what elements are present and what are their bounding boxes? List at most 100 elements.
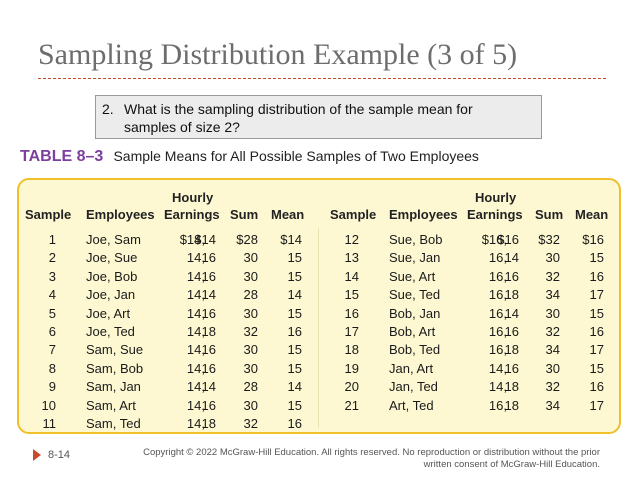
sum-value: 30 (243, 250, 258, 266)
mean-value: 16 (589, 324, 604, 339)
earnings-second: 18 (201, 416, 216, 431)
page-number: 8-14 (48, 449, 71, 461)
sum-value: 34 (545, 397, 560, 413)
earnings-first: 16, (488, 342, 507, 358)
employee-pair: Joe, Ted (86, 324, 135, 339)
earnings-first: 14, (186, 342, 205, 358)
sample-number: 13 (344, 250, 359, 266)
sample-number: 11 (42, 416, 57, 431)
sum-value: 30 (545, 360, 560, 376)
mean-value: 15 (287, 268, 302, 284)
sample-number: 17 (344, 324, 359, 339)
mean-value: 15 (287, 342, 302, 358)
employee-pair: Art, Ted (389, 397, 434, 413)
earnings-second: 14 (201, 287, 216, 303)
earnings-first: 14, (488, 379, 507, 395)
mean-value: 14 (287, 287, 302, 303)
sum-value: 32 (545, 268, 560, 284)
table-panel (17, 178, 621, 434)
earnings-first: 16, (488, 287, 507, 303)
employee-pair: Jan, Ted (389, 379, 438, 395)
mean-value: 15 (589, 250, 604, 266)
sample-number: 7 (48, 342, 56, 358)
earnings-first: 14, (186, 250, 205, 266)
employee-pair: Sam, Ted (86, 416, 141, 431)
sum-value: 32 (545, 379, 560, 395)
header-earnings: Earnings (164, 207, 220, 222)
earnings-first: $16, (481, 232, 507, 247)
employee-pair: Sue, Ted (389, 287, 441, 303)
sample-number: 2 (48, 250, 56, 266)
earnings-first: 14, (186, 397, 205, 413)
earnings-second: 18 (504, 287, 519, 303)
header-sample: Sample (330, 207, 377, 222)
sample-number: 5 (48, 305, 56, 321)
earnings-second: 16 (504, 268, 519, 284)
earnings-first: 16, (488, 268, 507, 284)
sum-value: $28 (236, 232, 258, 247)
title-divider (38, 78, 606, 79)
employee-pair: Sam, Bob (86, 360, 144, 376)
mean-value: 14 (287, 379, 302, 395)
sum-value: 28 (243, 379, 258, 395)
table-caption: TABLE 8–3 Sample Means for All Possible … (20, 148, 479, 166)
earnings-second: $16 (497, 232, 519, 247)
employee-pair: Sam, Sue (86, 342, 144, 358)
table-description: Sample Means for All Possible Samples of… (113, 148, 479, 164)
sum-value: 32 (243, 416, 258, 431)
earnings-first: 16, (488, 324, 507, 339)
sum-value: 30 (545, 250, 560, 266)
earnings-second: 16 (201, 250, 216, 266)
mean-value: 15 (287, 250, 302, 266)
mean-value: 17 (589, 342, 604, 358)
earnings-first: 16, (488, 250, 507, 266)
mean-value: 15 (287, 360, 302, 376)
sum-value: 34 (545, 287, 560, 303)
table-label: TABLE 8–3 (20, 148, 104, 165)
employee-pair: Jan, Art (389, 360, 434, 376)
sample-number: 16 (344, 305, 359, 321)
earnings-first: 14, (186, 379, 205, 395)
sample-number: 21 (344, 397, 359, 413)
earnings-first: 14, (186, 287, 205, 303)
sample-number: 15 (344, 287, 359, 303)
sample-number: 8 (48, 360, 56, 376)
earnings-second: 16 (504, 360, 519, 376)
sample-number: 4 (48, 287, 56, 303)
sum-value: $32 (538, 232, 560, 247)
sum-value: 30 (545, 305, 560, 321)
earnings-first: 14, (186, 324, 205, 339)
header-mean: Mean (271, 207, 305, 222)
employee-pair: Bob, Art (389, 324, 436, 339)
header-sum: Sum (535, 207, 564, 222)
earnings-second: 16 (504, 324, 519, 339)
mean-value: 15 (287, 397, 302, 413)
earnings-first: 16, (488, 305, 507, 321)
sum-value: 32 (545, 324, 560, 339)
earnings-second: 18 (504, 397, 519, 413)
question-number: 2. (102, 101, 114, 117)
sum-value: 30 (243, 268, 258, 284)
employee-pair: Joe, Bob (86, 268, 138, 284)
employee-pair: Sue, Jan (389, 250, 441, 266)
earnings-first: $14, (179, 232, 205, 247)
sample-number: 3 (48, 268, 56, 284)
mean-value: 15 (589, 360, 604, 376)
copyright-notice: Copyright © 2022 McGraw-Hill Education. … (143, 447, 600, 470)
employee-pair: Sam, Art (86, 397, 136, 413)
header-hourly: Hourly (172, 190, 214, 205)
earnings-first: 14, (488, 360, 507, 376)
employee-pair: Sue, Bob (389, 232, 443, 247)
mean-value: 15 (287, 305, 302, 321)
column-divider (318, 228, 319, 428)
earnings-first: 14, (186, 305, 205, 321)
employee-pair: Bob, Jan (389, 305, 441, 321)
header-employees: Employees (389, 207, 458, 222)
employee-pair: Joe, Jan (86, 287, 136, 303)
earnings-second: $14 (194, 232, 216, 247)
sum-value: 28 (243, 287, 258, 303)
mean-value: $14 (280, 232, 302, 247)
earnings-second: 16 (201, 360, 216, 376)
mean-value: $16 (582, 232, 604, 247)
earnings-second: 16 (201, 397, 216, 413)
